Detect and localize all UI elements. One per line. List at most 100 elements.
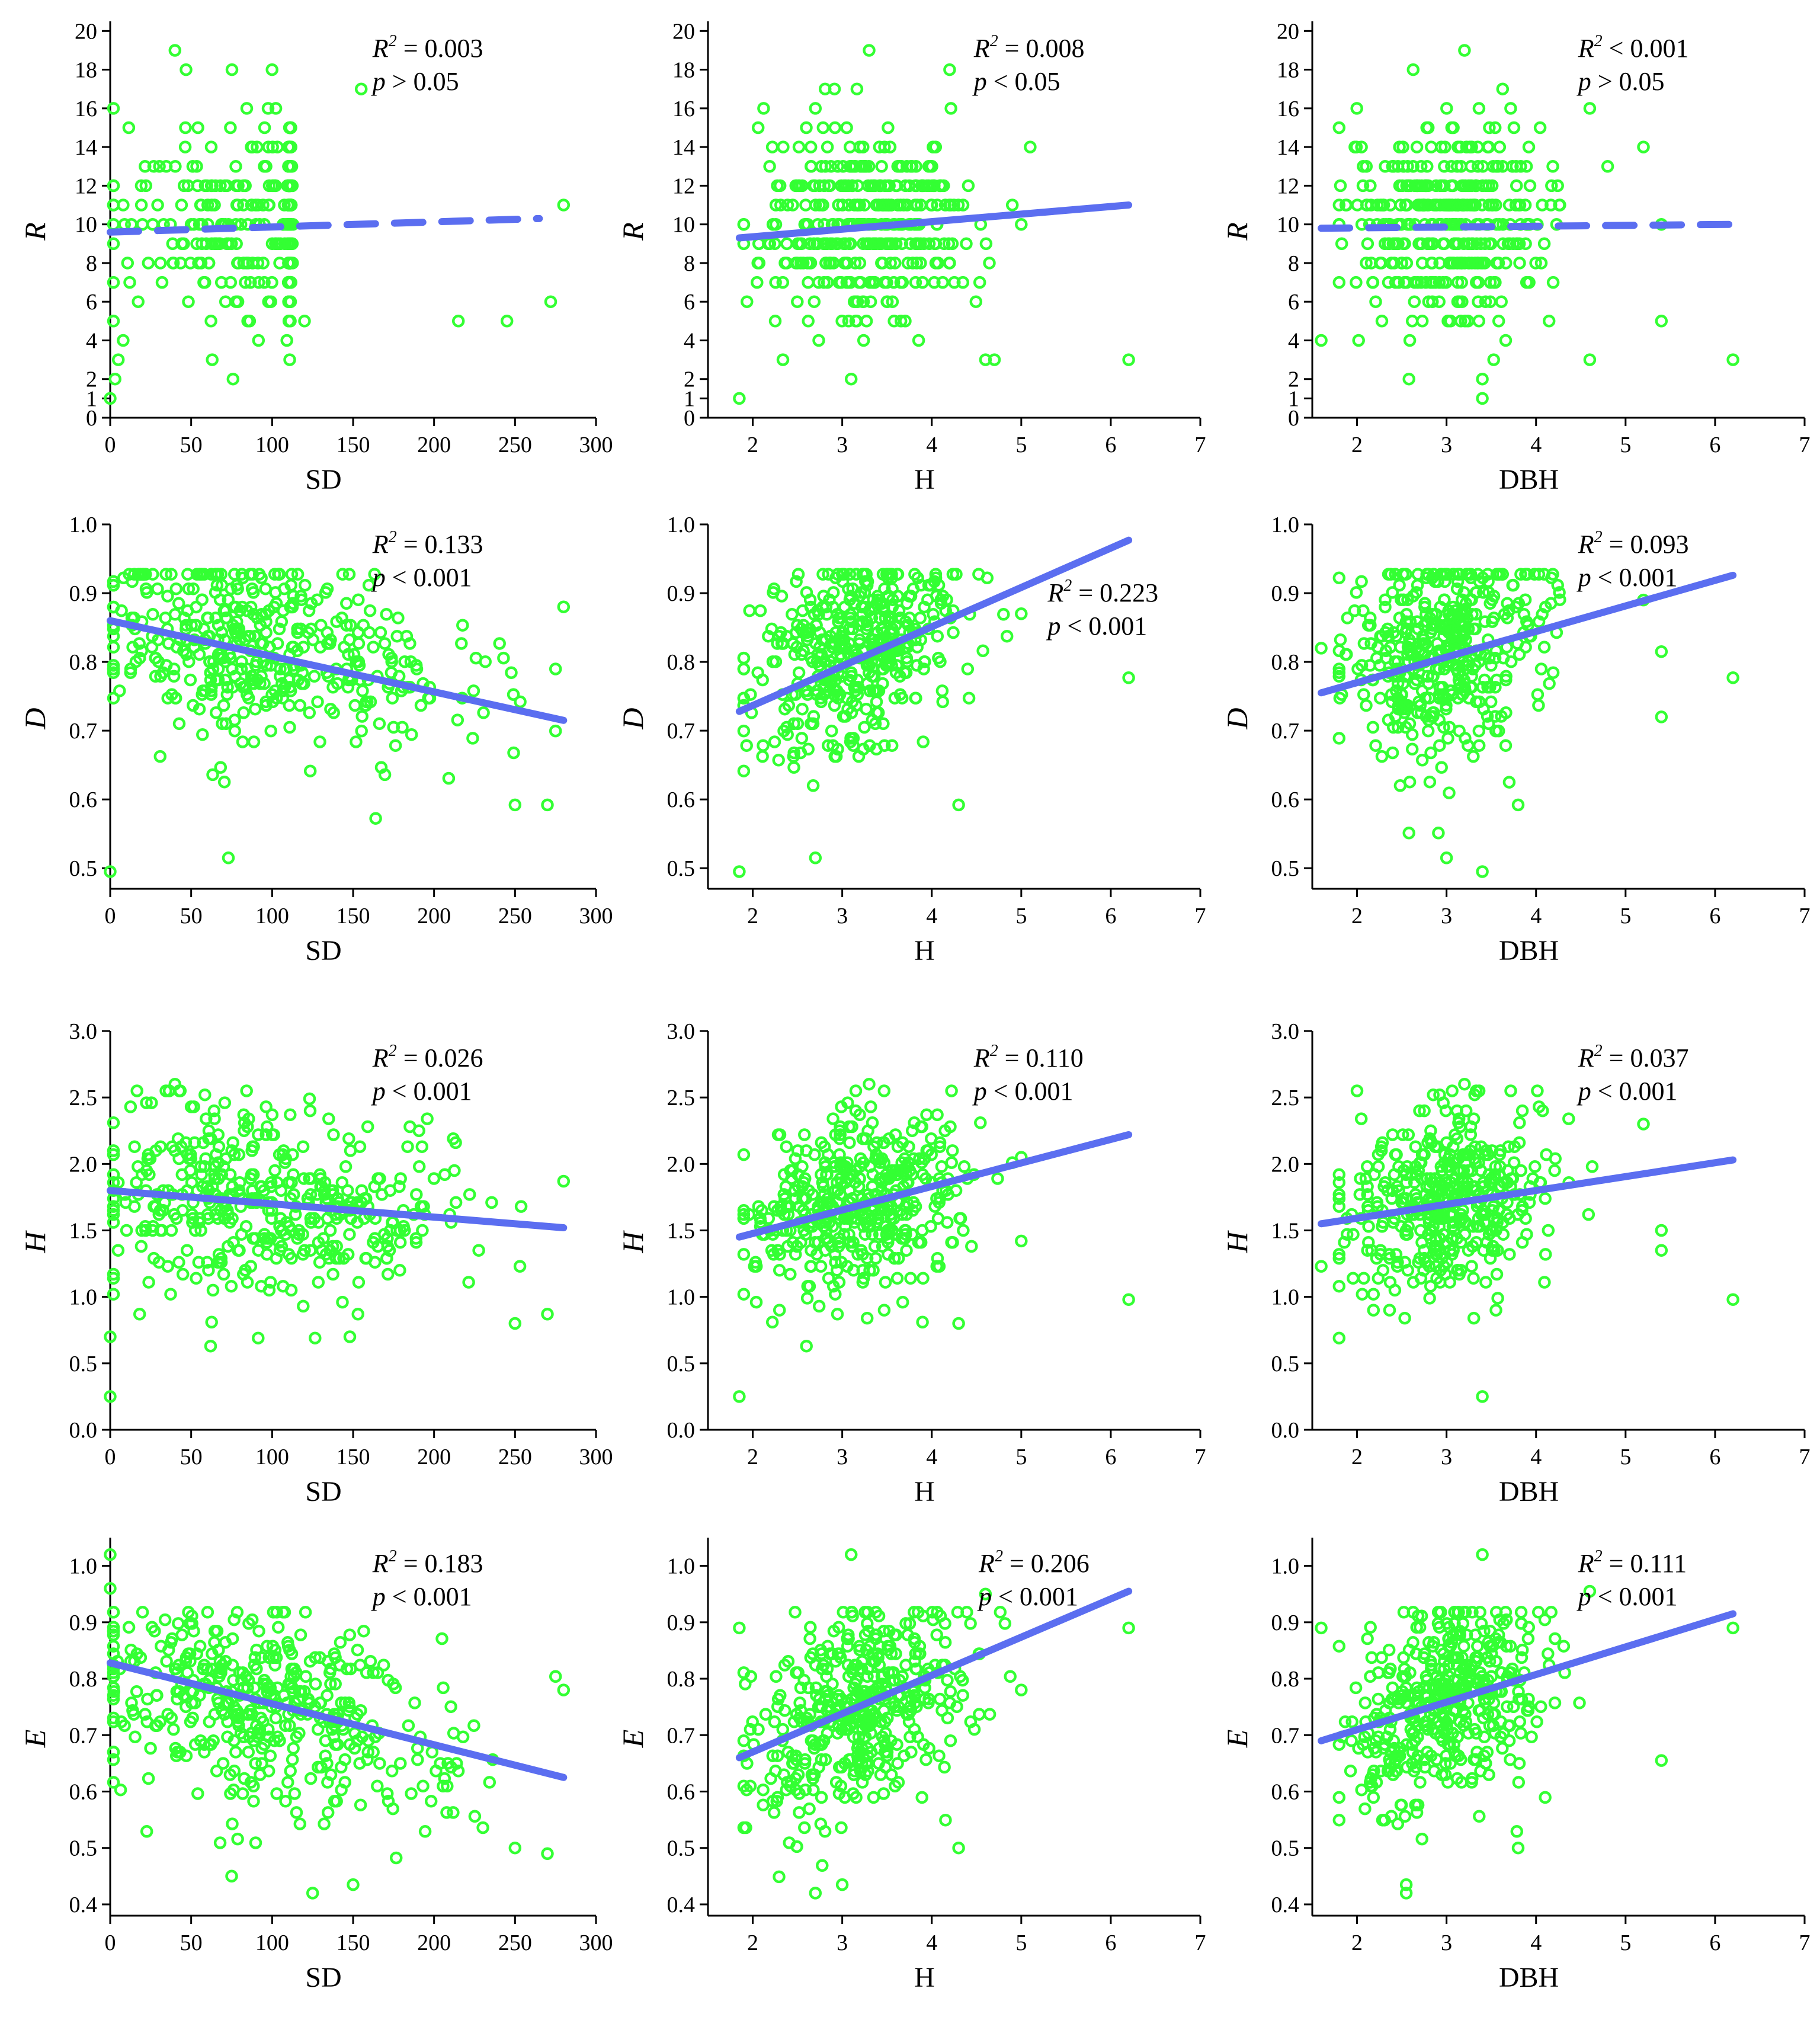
data-point bbox=[946, 1144, 959, 1157]
p-value-label: p > 0.05 bbox=[1577, 67, 1665, 96]
data-point bbox=[214, 276, 228, 289]
data-point bbox=[809, 851, 822, 865]
data-point bbox=[1510, 179, 1523, 193]
data-point bbox=[373, 1757, 386, 1770]
data-point bbox=[377, 1228, 391, 1241]
data-point bbox=[929, 237, 943, 251]
data-point bbox=[190, 160, 203, 173]
r-squared-label: R2 = 0.183 bbox=[372, 1547, 483, 1578]
data-point bbox=[124, 666, 137, 679]
data-point bbox=[362, 578, 376, 592]
data-point bbox=[169, 1741, 182, 1755]
data-point bbox=[1443, 1208, 1457, 1221]
data-point bbox=[790, 179, 803, 193]
data-point bbox=[343, 1330, 357, 1343]
data-point bbox=[812, 334, 825, 347]
data-point bbox=[1444, 1176, 1457, 1189]
data-point bbox=[839, 1696, 853, 1709]
data-point bbox=[1375, 750, 1389, 763]
data-point bbox=[251, 611, 264, 625]
data-point bbox=[1485, 593, 1499, 606]
p-value-label: p < 0.001 bbox=[371, 1582, 472, 1611]
data-point bbox=[853, 1108, 866, 1122]
data-point bbox=[107, 102, 120, 115]
data-point bbox=[939, 1813, 952, 1827]
data-point bbox=[816, 568, 829, 581]
data-point bbox=[493, 637, 506, 650]
data-point bbox=[354, 1798, 367, 1811]
data-point bbox=[1465, 160, 1478, 173]
data-point bbox=[380, 1787, 394, 1800]
data-point bbox=[1375, 315, 1389, 328]
data-point bbox=[1637, 1118, 1650, 1131]
data-point bbox=[418, 1825, 432, 1838]
data-point bbox=[856, 568, 870, 581]
data-point bbox=[217, 1160, 230, 1173]
data-point bbox=[1479, 1276, 1492, 1289]
data-point bbox=[972, 568, 985, 581]
data-point bbox=[1396, 140, 1409, 153]
data-point bbox=[1379, 160, 1392, 173]
data-point bbox=[1409, 1140, 1422, 1153]
data-point bbox=[812, 1299, 826, 1313]
data-point bbox=[1350, 276, 1363, 289]
data-point bbox=[1455, 276, 1468, 289]
data-point bbox=[1332, 571, 1346, 585]
data-point bbox=[303, 706, 316, 719]
data-point bbox=[354, 82, 368, 95]
data-point bbox=[322, 1251, 336, 1265]
data-point bbox=[114, 1783, 127, 1797]
y-tick-label: 0.0 bbox=[667, 1418, 696, 1443]
data-point bbox=[1529, 257, 1542, 270]
data-point bbox=[786, 637, 800, 650]
data-point bbox=[737, 691, 751, 705]
data-point bbox=[202, 1264, 215, 1277]
data-point bbox=[274, 1212, 287, 1225]
data-point bbox=[194, 257, 208, 270]
y-tick-label: 0.4 bbox=[69, 1893, 98, 1917]
x-tick-label: 7 bbox=[1799, 904, 1811, 929]
data-point bbox=[246, 586, 260, 599]
data-point bbox=[182, 295, 195, 308]
data-point bbox=[270, 1606, 283, 1619]
data-point bbox=[312, 1760, 325, 1774]
data-point bbox=[231, 1832, 244, 1846]
y-axis-label: H bbox=[616, 1230, 649, 1254]
data-point bbox=[190, 237, 203, 251]
data-point bbox=[224, 121, 237, 135]
x-tick-label: 4 bbox=[1530, 1445, 1542, 1469]
data-point bbox=[185, 1208, 198, 1221]
data-point bbox=[291, 568, 305, 581]
data-point bbox=[198, 1088, 212, 1102]
data-point bbox=[153, 1204, 167, 1217]
data-point bbox=[271, 140, 284, 153]
data-point bbox=[1553, 199, 1566, 212]
data-point bbox=[210, 1624, 224, 1638]
data-point bbox=[1423, 237, 1436, 251]
data-point bbox=[374, 626, 387, 639]
data-point bbox=[1410, 673, 1424, 687]
data-point bbox=[225, 1144, 238, 1157]
data-point bbox=[142, 1772, 155, 1785]
data-point bbox=[835, 1760, 848, 1774]
data-point bbox=[328, 1647, 341, 1660]
x-axis-label: SD bbox=[305, 935, 341, 966]
data-point bbox=[908, 1696, 922, 1709]
data-point bbox=[237, 199, 250, 212]
x-tick-label: 200 bbox=[417, 433, 451, 457]
data-point bbox=[789, 257, 803, 270]
data-point bbox=[228, 724, 242, 738]
data-point bbox=[1361, 1188, 1374, 1201]
data-point bbox=[765, 1315, 779, 1329]
data-point bbox=[844, 160, 857, 173]
data-point bbox=[831, 160, 844, 173]
data-point bbox=[450, 1757, 463, 1770]
data-point bbox=[281, 1776, 294, 1789]
data-point bbox=[841, 1260, 854, 1273]
y-tick-label: 10 bbox=[1277, 213, 1299, 238]
data-point bbox=[933, 1692, 947, 1706]
data-point bbox=[860, 622, 873, 636]
data-point bbox=[1379, 600, 1392, 614]
data-point bbox=[1400, 702, 1414, 716]
